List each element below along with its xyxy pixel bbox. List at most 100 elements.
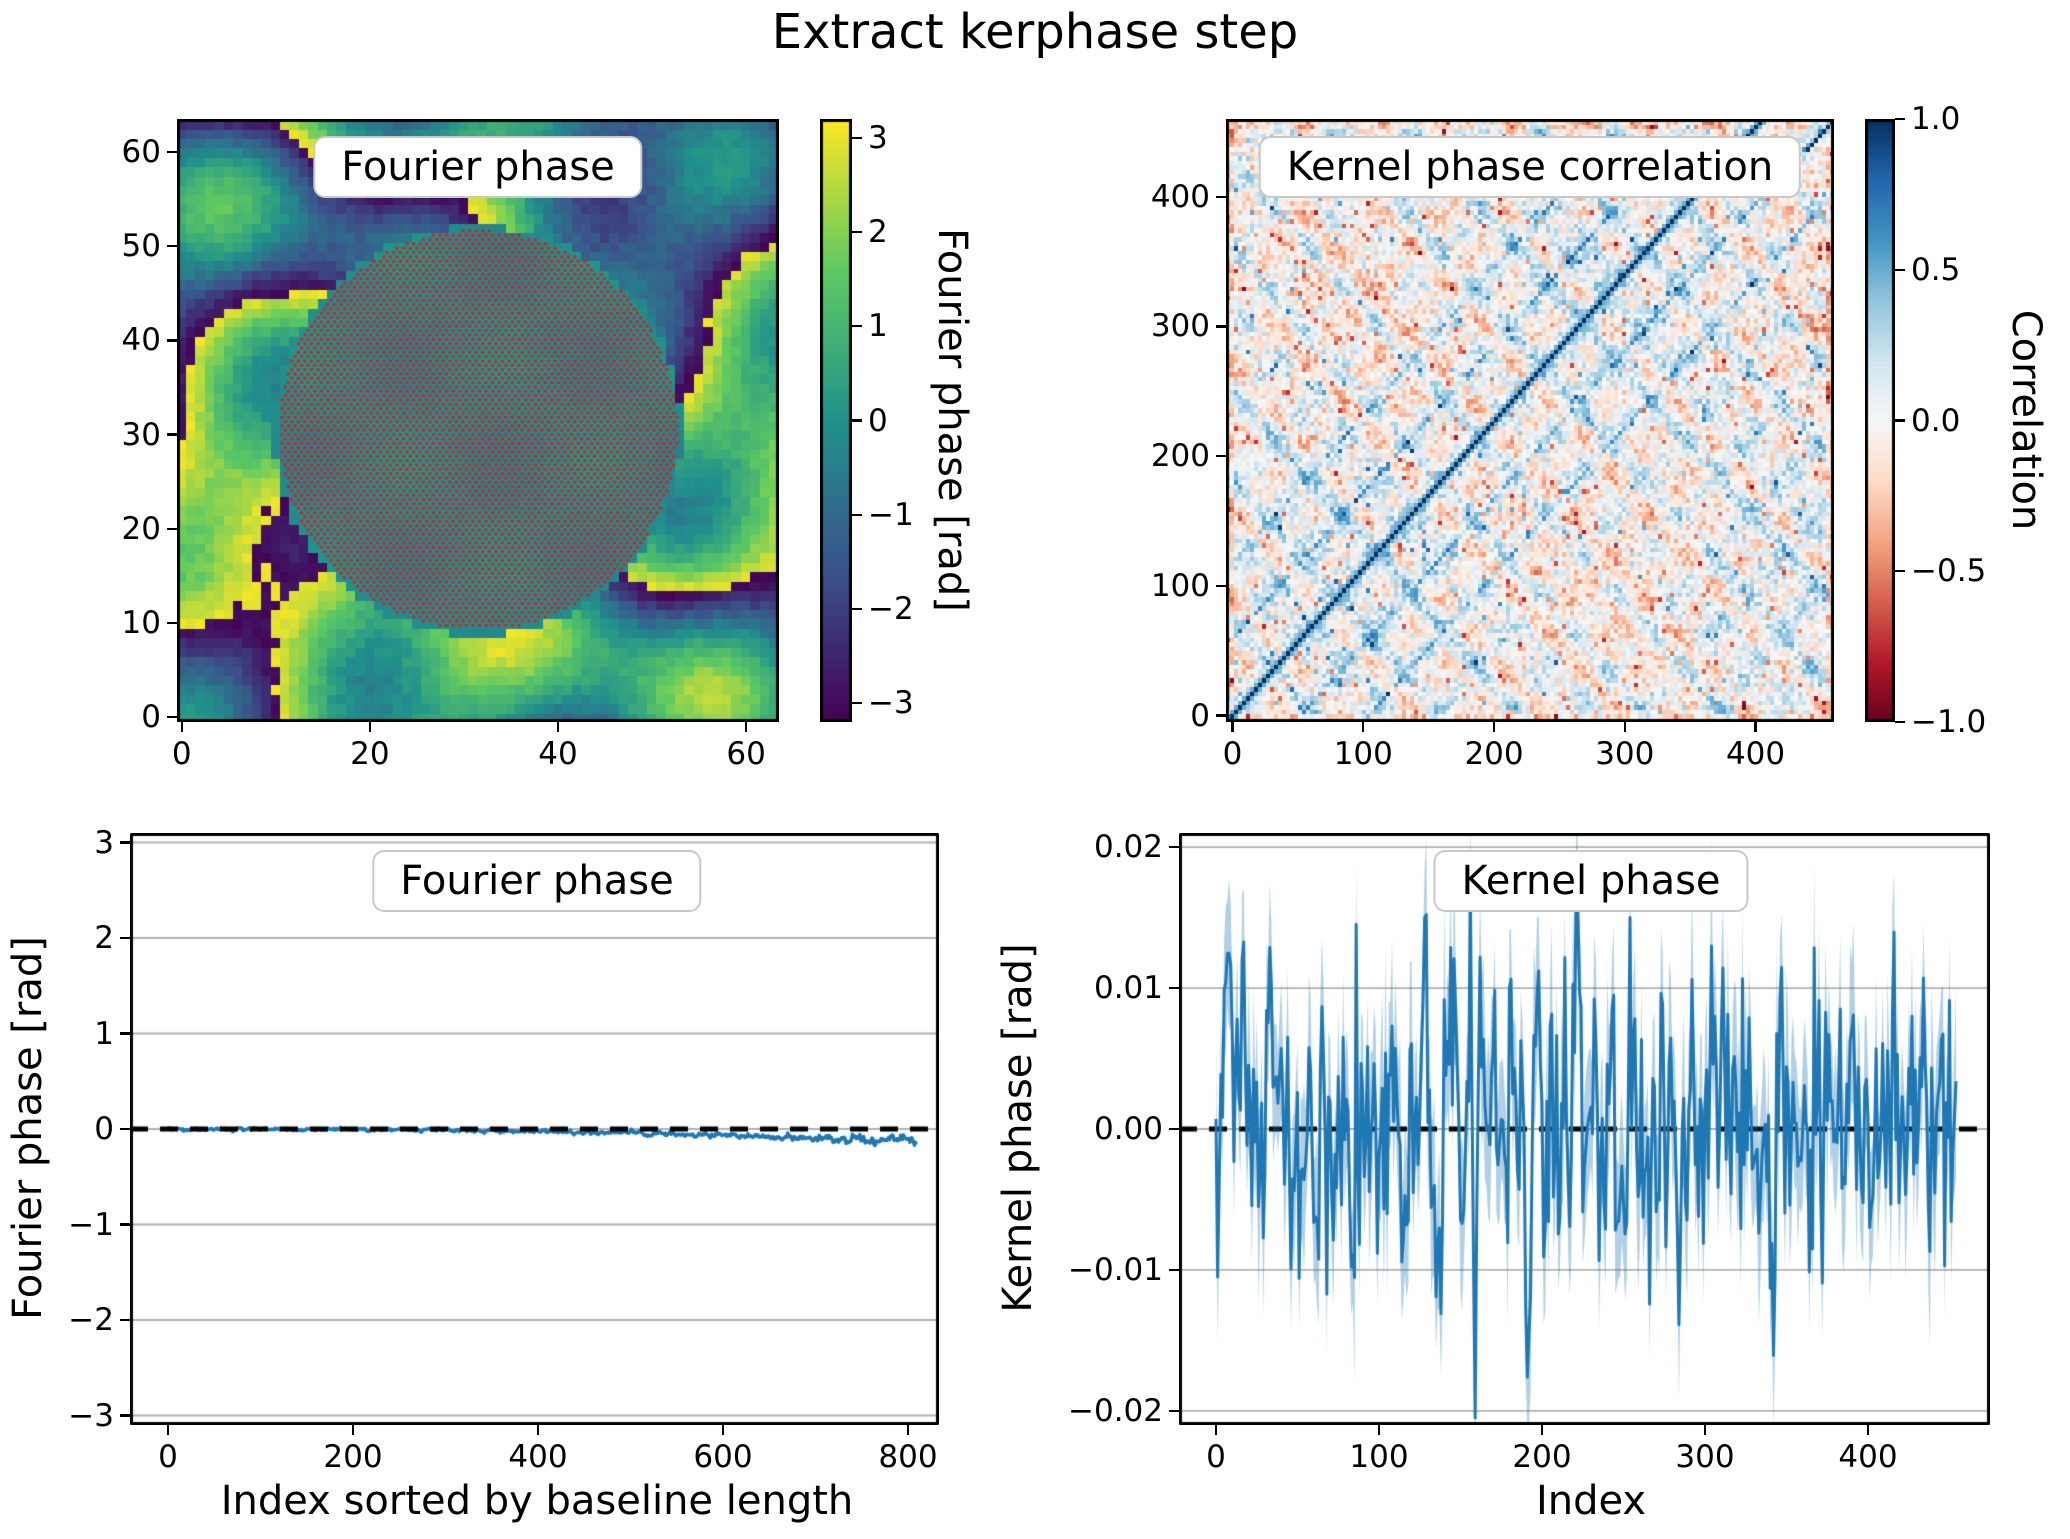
tick-label: 50 xyxy=(121,228,161,265)
fourier-phase-heatmap-canvas xyxy=(177,119,779,722)
tick-label: 2 xyxy=(868,214,888,251)
tick-mark xyxy=(1540,1425,1544,1435)
tick-label: 300 xyxy=(1675,1439,1735,1475)
tick-mark xyxy=(120,1032,130,1035)
tick-mark xyxy=(1492,722,1496,732)
tick-label: 100 xyxy=(1349,1439,1409,1475)
tick-mark xyxy=(1895,117,1905,121)
tick-mark xyxy=(120,1414,130,1417)
tick-mark xyxy=(167,339,177,342)
tick-label: 600 xyxy=(693,1439,753,1475)
tick-label: 800 xyxy=(878,1439,938,1475)
tick-label: 0 xyxy=(141,699,161,736)
tick-mark xyxy=(1895,570,1905,573)
tick-mark xyxy=(167,244,177,248)
tick-label: −0.01 xyxy=(1068,1251,1163,1288)
tick-mark xyxy=(536,1425,540,1435)
tick-label: −1.0 xyxy=(1911,704,1987,740)
tick-mark xyxy=(1231,722,1234,732)
tick-mark xyxy=(556,722,560,732)
fourier-map-title-box: Fourier phase xyxy=(313,136,643,198)
tick-mark xyxy=(1216,584,1226,588)
tick-label: 400 xyxy=(1725,736,1786,772)
tick-label: −0.5 xyxy=(1911,553,1987,590)
tick-label: 200 xyxy=(1150,438,1210,475)
tick-mark xyxy=(744,722,748,732)
tick-mark xyxy=(1895,268,1905,271)
tick-label: 300 xyxy=(1150,308,1210,345)
tick-mark xyxy=(120,841,130,844)
fourier-phase-line-canvas xyxy=(130,833,939,1425)
kernel-line-xlabel: Index xyxy=(1535,1478,1647,1524)
tick-label: 0.0 xyxy=(1911,402,1961,439)
figure-title: Extract kerphase step xyxy=(771,4,1299,60)
tick-label: 400 xyxy=(1150,178,1210,215)
tick-label: −0.02 xyxy=(1068,1392,1163,1429)
tick-label: 20 xyxy=(121,510,161,547)
tick-label: −3 xyxy=(68,1397,114,1434)
tick-mark xyxy=(1362,722,1365,732)
tick-label: 0 xyxy=(158,1439,178,1475)
tick-mark xyxy=(1169,1127,1179,1131)
tick-mark xyxy=(167,621,177,625)
tick-label: 20 xyxy=(350,736,390,772)
tick-label: 30 xyxy=(121,416,161,453)
tick-label: 1 xyxy=(868,308,888,345)
tick-mark xyxy=(852,325,862,328)
tick-label: 1.0 xyxy=(1911,101,1961,137)
tick-label: 300 xyxy=(1595,736,1655,772)
tick-mark xyxy=(120,1223,130,1226)
tick-mark xyxy=(1216,195,1226,198)
correlation-title-box: Kernel phase correlation xyxy=(1258,136,1802,198)
tick-mark xyxy=(1754,722,1757,732)
kernel-line-title-box: Kernel phase xyxy=(1433,850,1749,912)
tick-label: 3 xyxy=(94,824,114,861)
tick-mark xyxy=(1895,419,1905,422)
tick-mark xyxy=(167,150,177,154)
tick-mark xyxy=(1216,454,1226,458)
tick-label: 0 xyxy=(94,1111,114,1147)
tick-mark xyxy=(906,1425,910,1435)
tick-mark xyxy=(351,1425,355,1435)
fourier-colorbar-label: Fourier phase [rad] xyxy=(929,228,975,612)
tick-mark xyxy=(1169,845,1179,849)
tick-mark xyxy=(166,1425,170,1435)
tick-label: 10 xyxy=(121,605,161,642)
tick-label: 100 xyxy=(1333,736,1393,772)
tick-mark xyxy=(167,433,177,436)
tick-mark xyxy=(1216,325,1226,328)
tick-mark xyxy=(120,1127,130,1131)
tick-mark xyxy=(1895,720,1905,724)
tick-mark xyxy=(1169,1409,1179,1413)
tick-label: 0.5 xyxy=(1911,251,1961,288)
correlation-colorbar xyxy=(1865,119,1895,722)
tick-label: −2 xyxy=(868,590,914,627)
tick-mark xyxy=(852,136,862,140)
tick-mark xyxy=(852,607,862,611)
tick-mark xyxy=(167,716,177,719)
tick-label: 100 xyxy=(1150,567,1210,604)
tick-label: 40 xyxy=(538,736,578,772)
tick-label: 200 xyxy=(1464,736,1524,772)
tick-label: 0 xyxy=(171,736,192,772)
tick-label: 1 xyxy=(94,1015,114,1052)
tick-label: 0.00 xyxy=(1093,1111,1163,1147)
fourier-line-ylabel: Fourier phase [rad] xyxy=(5,936,51,1320)
tick-label: 400 xyxy=(1838,1439,1898,1475)
tick-mark xyxy=(1377,1425,1381,1435)
correlation-colorbar-label: Correlation xyxy=(2003,309,2049,531)
tick-mark xyxy=(1214,1425,1218,1435)
tick-mark xyxy=(120,1318,130,1322)
tick-mark xyxy=(1703,1425,1707,1435)
tick-label: 0 xyxy=(868,402,888,439)
kernel-phase-line-canvas xyxy=(1179,833,1990,1425)
tick-mark xyxy=(1169,1268,1179,1272)
tick-label: 2 xyxy=(94,920,114,956)
tick-label: 200 xyxy=(323,1439,383,1475)
tick-label: 400 xyxy=(508,1439,568,1475)
tick-mark xyxy=(721,1425,725,1435)
fourier-phase-colorbar xyxy=(820,119,852,722)
tick-label: −2 xyxy=(68,1302,114,1338)
tick-mark xyxy=(167,527,177,531)
